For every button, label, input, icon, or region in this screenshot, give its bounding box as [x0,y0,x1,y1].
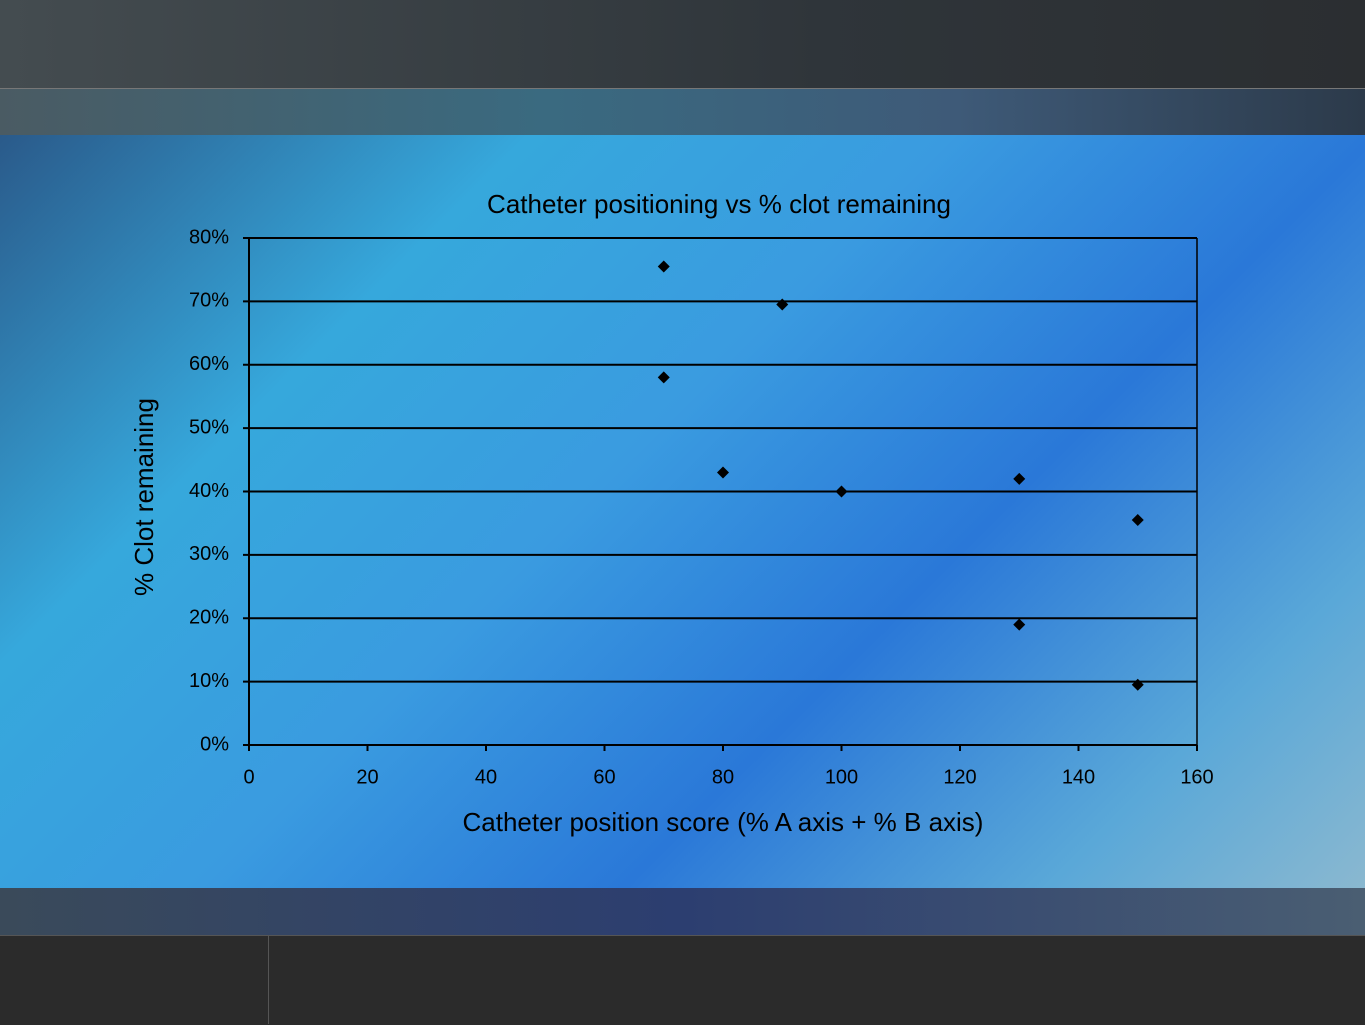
y-tick-label: 10% [189,670,229,692]
scatter-point [717,466,729,479]
x-tick-label: 160 [1180,766,1213,788]
slide [0,135,1365,888]
top-bar [0,0,1365,88]
header-band [0,88,1365,136]
y-tick-label: 40% [189,480,229,502]
scatter-point [776,298,789,311]
y-tick-label: 70% [189,290,229,312]
x-tick-label: 40 [475,766,497,788]
scatter-point [1131,678,1144,691]
bottom-bar [0,935,1365,1025]
x-tick-label: 60 [593,766,615,788]
divider [268,935,269,1024]
y-axis-label: % Clot remaining [129,398,159,596]
scatter-point [657,260,670,273]
y-tick-label: 20% [189,607,229,629]
footer-band [0,888,1365,935]
x-tick-label: 0 [243,766,254,788]
scatter-point [1013,618,1026,631]
scatter-point [835,485,848,498]
scatter-point [1013,472,1026,485]
scatter-point [657,371,670,384]
x-tick-label: 140 [1062,766,1095,788]
y-tick-label: 60% [189,353,229,375]
x-tick-label: 80 [712,766,734,788]
x-tick-label: 20 [356,766,378,788]
scatter-point [1131,514,1144,527]
x-axis-label: Catheter position score (% A axis + % B … [463,807,984,837]
x-tick-label: 100 [825,766,858,788]
chart-title: Catheter positioning vs % clot remaining [487,189,951,219]
y-tick-label: 30% [189,543,229,565]
y-tick-label: 0% [200,733,229,755]
x-tick-label: 120 [943,766,976,788]
y-tick-label: 50% [189,416,229,438]
y-tick-label: 80% [189,226,229,248]
